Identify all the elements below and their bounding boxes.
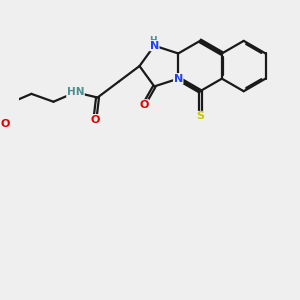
Text: H: H xyxy=(149,36,157,45)
Text: N: N xyxy=(150,41,159,51)
Text: HN: HN xyxy=(67,87,84,97)
Text: O: O xyxy=(139,100,148,110)
Text: O: O xyxy=(90,115,100,124)
Text: S: S xyxy=(196,111,204,122)
Text: O: O xyxy=(1,119,10,129)
Text: N: N xyxy=(174,74,183,84)
